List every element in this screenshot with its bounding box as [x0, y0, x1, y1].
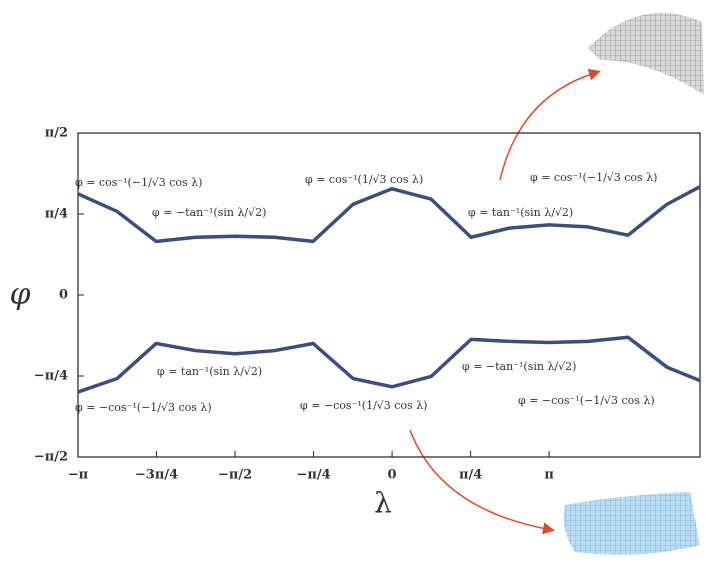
annotation: φ = −cos⁻¹(−1/√3 cos λ) [75, 401, 212, 414]
x-tick-label: −3π/4 [135, 468, 178, 483]
y-tick-label: −π/4 [34, 369, 68, 384]
surface-top-mesh [588, 13, 704, 95]
annotation: φ = tan⁻¹(sin λ/√2) [468, 206, 573, 219]
annotation: φ = cos⁻¹(−1/√3 cos λ) [530, 171, 657, 184]
x-tick-label: 0 [388, 468, 397, 483]
annotation: φ = tan⁻¹(sin λ/√2) [157, 365, 262, 378]
y-tick-label: −π/2 [34, 450, 68, 465]
y-tick-label: 0 [59, 288, 68, 303]
annotation: φ = cos⁻¹(1/√3 cos λ) [305, 173, 423, 186]
annotation: φ = −cos⁻¹(−1/√3 cos λ) [518, 394, 655, 407]
chart: λ φ −π −3π/4 −π/2 −π/4 0 π/4 π −π/2 −π/4 0 π/4 π/2 φ… [0, 0, 718, 564]
page: λ φ −π −3π/4 −π/2 −π/4 0 π/4 π −π/2 −π/4 0 π/4 π/2 φ… [0, 0, 718, 564]
annotation: φ = −tan⁻¹(sin λ/√2) [462, 360, 576, 373]
x-tick-label: −π/4 [296, 468, 330, 483]
y-tick-label: π/2 [45, 126, 68, 141]
x-axis-label: λ [374, 487, 392, 520]
surface-bottom-mesh [564, 492, 700, 555]
x-tick-label: −π/2 [218, 468, 252, 483]
x-tick-label: π [544, 468, 554, 483]
annotation: φ = −cos⁻¹(1/√3 cos λ) [300, 399, 427, 412]
y-tick-label: π/4 [45, 207, 68, 222]
x-tick-label: −π [68, 468, 89, 483]
arrow [500, 72, 598, 180]
x-tick-label: π/4 [459, 468, 482, 483]
annotation: φ = cos⁻¹(−1/√3 cos λ) [75, 176, 202, 189]
annotation: φ = −tan⁻¹(sin λ/√2) [152, 206, 266, 219]
y-axis-label: φ [9, 277, 30, 312]
